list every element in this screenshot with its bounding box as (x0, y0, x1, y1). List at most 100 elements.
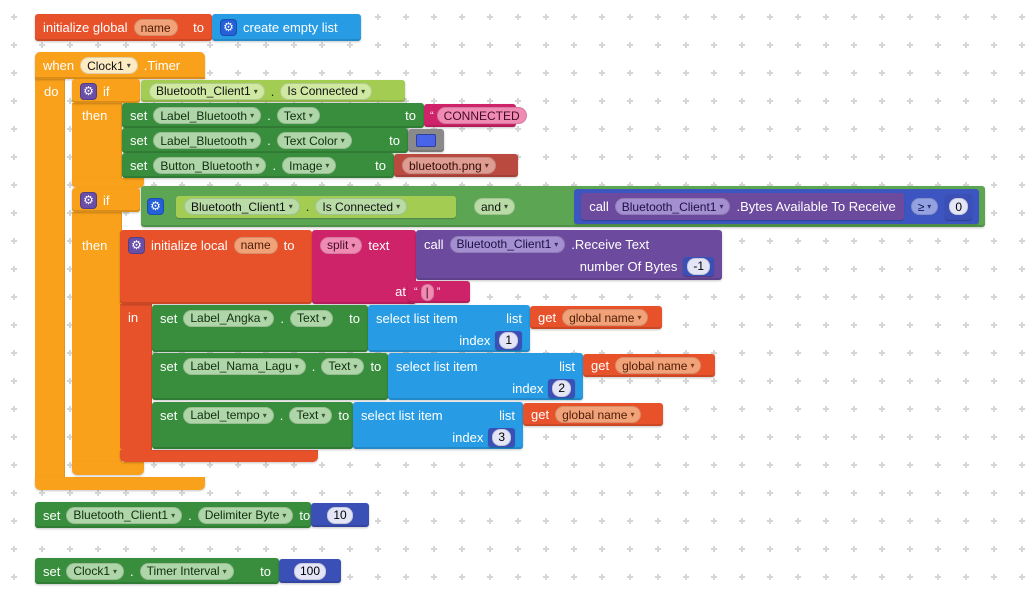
global-variable-name-field[interactable]: name (133, 19, 178, 36)
split-operator-dropdown[interactable]: split ▾ (320, 236, 363, 254)
button-bluetooth-dropdown[interactable]: Button_Bluetooth ▾ (153, 157, 267, 174)
number-field[interactable]: 2 (552, 379, 571, 397)
label-nama-lagu-dropdown[interactable]: Label_Nama_Lagu ▾ (183, 357, 306, 375)
block-number-100[interactable]: 100 (279, 559, 341, 583)
do-label: do (44, 84, 59, 99)
number-field[interactable]: -1 (687, 257, 710, 275)
delimiter-byte-property-dropdown[interactable]: Delimiter Byte ▾ (197, 506, 294, 524)
init-local-in-bar[interactable]: in (120, 304, 152, 450)
bluetooth-component-dropdown[interactable]: Bluetooth_Client1 ▾ (449, 235, 566, 253)
block-number-3[interactable]: 3 (488, 427, 515, 447)
block-select-list-item-2[interactable]: select list item list index 2 (388, 353, 583, 400)
block-string-pipe[interactable]: “ | ” (408, 281, 470, 303)
split-operator: split (327, 238, 349, 252)
number-field[interactable]: 1 (499, 331, 518, 349)
block-set-label-nama-lagu-text[interactable]: set Label_Nama_Lagu ▾ . Text ▾ to (152, 353, 388, 400)
clock-component-dropdown[interactable]: Clock1 ▾ (80, 57, 138, 74)
block-number-10[interactable]: 10 (311, 503, 369, 527)
block-number-neg1[interactable]: -1 (683, 256, 714, 276)
block-select-list-item-1[interactable]: select list item list index 1 (368, 305, 530, 352)
image-file-dropdown[interactable]: bluetooth.png ▾ (402, 157, 496, 174)
local-variable-name-field[interactable]: name (233, 236, 278, 254)
block-if1[interactable]: ⚙ if (72, 79, 140, 103)
block-bluetooth-is-connected-2[interactable]: Bluetooth_Client1 ▾ . Is Connected ▾ (176, 195, 456, 218)
block-set-label-bluetooth-text[interactable]: set Label_Bluetooth ▾ . Text ▾ to (122, 103, 424, 128)
blue-color-swatch[interactable] (416, 134, 436, 147)
if-mutator-gear-icon[interactable]: ⚙ (80, 191, 97, 209)
block-set-delimiter-byte[interactable]: set Bluetooth_Client1 ▾ . Delimiter Byte ▾… (35, 502, 311, 528)
when-do-left-bar[interactable]: do (35, 78, 65, 478)
block-split-text[interactable]: split ▾ text at (312, 230, 416, 304)
text-property-dropdown[interactable]: Text ▾ (290, 309, 334, 327)
block-image-file[interactable]: bluetooth.png ▾ (394, 154, 518, 177)
text-property-dropdown[interactable]: Text ▾ (276, 107, 320, 124)
bluetooth-component-dropdown[interactable]: Bluetooth_Client1 ▾ (66, 506, 183, 524)
block-if2[interactable]: ⚙ if (72, 188, 140, 212)
local-mutator-gear-icon[interactable]: ⚙ (128, 236, 145, 254)
clock-component-name: Clock1 (87, 58, 124, 73)
label-bluetooth-dropdown[interactable]: Label_Bluetooth ▾ (153, 107, 262, 124)
if1-bottom-bar[interactable] (72, 178, 144, 188)
image-property-dropdown[interactable]: Image ▾ (282, 157, 337, 174)
is-connected-property-dropdown[interactable]: Is Connected ▾ (280, 82, 373, 100)
timer-interval-property-dropdown[interactable]: Timer Interval ▾ (139, 562, 234, 580)
block-color-blue[interactable] (408, 129, 444, 152)
bluetooth-component-dropdown[interactable]: Bluetooth_Client1 ▾ (184, 198, 300, 215)
text-property-dropdown[interactable]: Text ▾ (289, 406, 333, 424)
compare-operator-dropdown[interactable]: ≥ ▾ (910, 198, 939, 215)
block-when-clock-timer[interactable]: when Clock1 ▾ .Timer (35, 52, 205, 79)
block-set-timer-interval[interactable]: set Clock1 ▾ . Timer Interval ▾ to (35, 558, 279, 584)
bluetooth-component-dropdown[interactable]: Bluetooth_Client1 ▾ (149, 82, 265, 100)
if2-bottom-bar[interactable] (72, 462, 144, 475)
label-angka-dropdown[interactable]: Label_Angka ▾ (183, 309, 275, 327)
block-get-global-name-3[interactable]: get global name ▾ (523, 403, 663, 426)
block-number-2[interactable]: 2 (548, 378, 575, 398)
block-create-empty-list[interactable]: ⚙ create empty list (212, 14, 361, 41)
is-connected-property-dropdown[interactable]: Is Connected ▾ (315, 198, 408, 215)
clock-component-dropdown[interactable]: Clock1 ▾ (66, 562, 125, 580)
if-mutator-gear-icon[interactable]: ⚙ (80, 82, 97, 100)
number-field[interactable]: 3 (492, 428, 511, 446)
block-set-label-angka-text[interactable]: set Label_Angka ▾ . Text ▾ to (152, 305, 368, 352)
global-name-dropdown[interactable]: global name ▾ (562, 309, 649, 326)
block-string-connected[interactable]: “ CONNECTED ” (424, 104, 533, 127)
block-initialize-global[interactable]: initialize global name to (35, 14, 212, 41)
mutator-gear-icon[interactable]: ⚙ (220, 19, 237, 36)
global-name-dropdown[interactable]: global name ▾ (555, 406, 642, 423)
block-set-label-bluetooth-text-color[interactable]: set Label_Bluetooth ▾ . Text Color ▾ to (122, 128, 408, 153)
block-set-button-bluetooth-image[interactable]: set Button_Bluetooth ▾ . Image ▾ to (122, 153, 394, 178)
gear-glyph: ⚙ (131, 237, 142, 252)
number-field[interactable]: 100 (293, 562, 327, 580)
and-operator-dropdown[interactable]: and ▾ (474, 198, 516, 215)
connected-text-field[interactable]: CONNECTED (436, 107, 527, 124)
block-select-list-item-3[interactable]: select list item list index 3 (353, 402, 523, 449)
if2-then-bar[interactable]: then (72, 212, 122, 462)
label-bluetooth-dropdown[interactable]: Label_Bluetooth ▾ (153, 132, 262, 149)
property-name: Text Color (283, 133, 338, 148)
when-bottom-bar[interactable] (35, 477, 205, 490)
block-and[interactable]: ⚙ Bluetooth_Client1 ▾ . Is Connected ▾ and… (141, 186, 985, 227)
if1-then-bar[interactable]: then (72, 103, 122, 178)
number-field[interactable]: 0 (949, 198, 968, 215)
block-number-0[interactable]: 0 (945, 193, 972, 220)
block-initialize-local[interactable]: ⚙ initialize local name to (120, 230, 312, 304)
block-call-receive-text[interactable]: call Bluetooth_Client1 ▾ .Receive Text nu… (416, 230, 722, 280)
block-compare-gte[interactable]: call Bluetooth_Client1 ▾ .Bytes Available… (574, 189, 979, 224)
label-tempo-dropdown[interactable]: Label_tempo ▾ (183, 406, 274, 424)
block-get-global-name-1[interactable]: get global name ▾ (530, 306, 662, 329)
global-name-dropdown[interactable]: global name ▾ (615, 357, 702, 374)
number-field[interactable]: 10 (327, 506, 353, 524)
and-mutator-gear-icon[interactable]: ⚙ (147, 198, 164, 215)
text-property-dropdown[interactable]: Text ▾ (321, 357, 365, 375)
component-name: Label_tempo (190, 408, 260, 422)
bluetooth-component-dropdown[interactable]: Bluetooth_Client1 ▾ (614, 198, 731, 215)
block-set-label-tempo-text[interactable]: set Label_tempo ▾ . Text ▾ to (152, 402, 353, 449)
block-bluetooth-is-connected-1[interactable]: Bluetooth_Client1 ▾ . Is Connected ▾ (141, 80, 405, 102)
block-number-1[interactable]: 1 (495, 330, 522, 350)
init-local-bottom-bar[interactable] (120, 450, 318, 462)
pipe-text-field[interactable]: | (420, 283, 434, 301)
text-color-property-dropdown[interactable]: Text Color ▾ (276, 132, 352, 149)
block-get-global-name-2[interactable]: get global name ▾ (583, 354, 715, 377)
block-call-bytes-available[interactable]: call Bluetooth_Client1 ▾ .Bytes Available… (581, 193, 904, 220)
